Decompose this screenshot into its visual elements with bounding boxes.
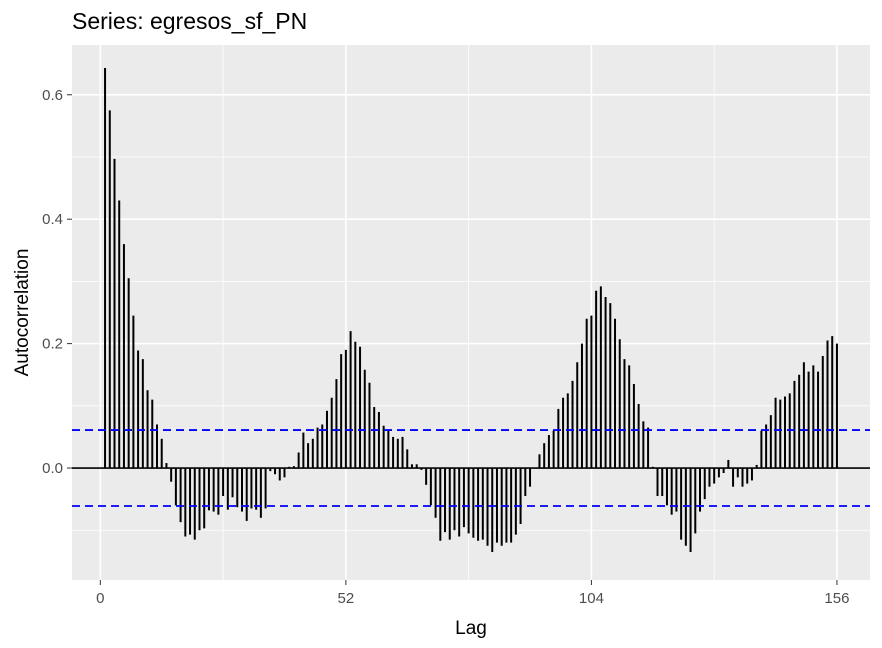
x-axis-ticks: 0 52 104 156	[96, 580, 849, 607]
x-tick-label: 0	[96, 590, 104, 607]
y-tick-label: 0.0	[42, 460, 63, 477]
plot-panel	[72, 45, 870, 580]
y-axis-ticks: 0.0 0.2 0.4 0.6	[42, 87, 72, 477]
chart-title: Series: egresos_sf_PN	[72, 8, 308, 34]
y-tick-label: 0.4	[42, 211, 63, 228]
x-tick-label: 156	[824, 590, 849, 607]
x-tick-label: 52	[338, 590, 355, 607]
x-tick-label: 104	[579, 590, 604, 607]
y-axis-title: Autocorrelation	[12, 249, 33, 377]
minor-gridlines	[72, 45, 870, 580]
x-axis-title: Lag	[455, 618, 487, 639]
y-tick-label: 0.2	[42, 336, 63, 353]
acf-bars	[104, 68, 838, 553]
y-tick-label: 0.6	[42, 87, 63, 104]
